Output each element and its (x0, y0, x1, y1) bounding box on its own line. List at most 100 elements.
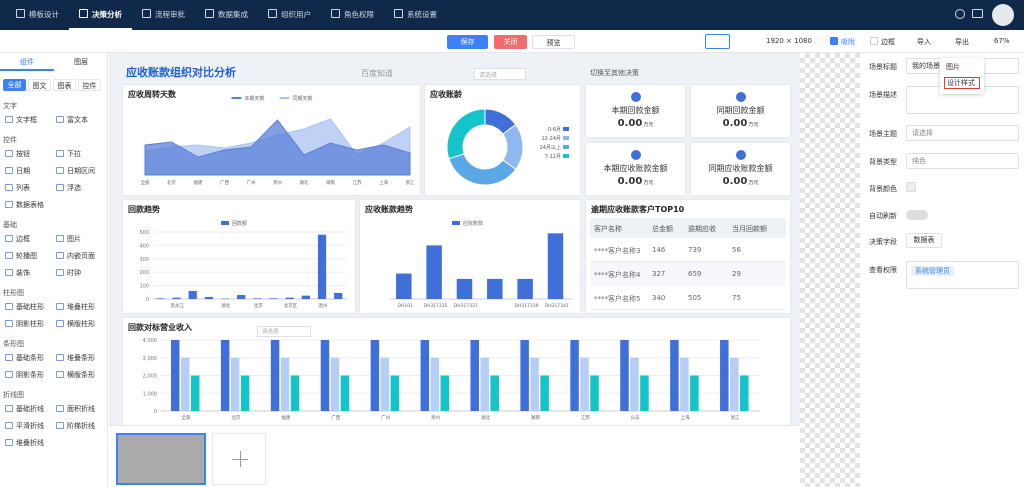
settings-icon[interactable] (955, 9, 965, 19)
component-icon (56, 269, 64, 276)
component-item[interactable]: 横版柱形 (67, 320, 95, 328)
component-icon (56, 422, 64, 429)
panel-tab[interactable]: 图层 (74, 58, 88, 66)
component-item[interactable]: 富文本 (67, 116, 88, 124)
menu-item[interactable]: 图片 (946, 63, 960, 71)
field-label: 自动刷新 (869, 212, 897, 220)
component-item[interactable]: 阴影条形 (16, 371, 44, 379)
save-button[interactable]: 保存 (447, 35, 488, 49)
field-input[interactable]: 请选择 (906, 125, 1019, 141)
nav-item[interactable]: 角色权限 (321, 0, 384, 30)
field-value: 纯色 (912, 157, 926, 165)
panel-tab[interactable]: 组件 (0, 57, 54, 71)
component-item[interactable]: 阴影柱形 (16, 320, 44, 328)
field-label: 场景主题 (869, 130, 897, 138)
context-menu: 图片 设计样式 (940, 58, 984, 94)
group-title: 柱形图 (3, 289, 24, 297)
component-icon (56, 405, 64, 412)
component-icon (5, 184, 13, 191)
filter-tab[interactable]: 图表 (53, 79, 76, 91)
component-icon (5, 371, 13, 378)
component-item[interactable]: 列表 (16, 184, 30, 192)
component-item[interactable]: 文字框 (16, 116, 37, 124)
component-item[interactable]: 日期 (16, 167, 30, 175)
import-button[interactable]: 导入 (917, 38, 931, 46)
component-item[interactable]: 轮播图 (16, 252, 37, 260)
component-item[interactable]: 堆叠柱形 (67, 303, 95, 311)
canvas-area (109, 53, 860, 425)
toolbar: 保存 关闭 预览 1920 × 1080 吸附 边框 导入 导出 67% (0, 30, 1024, 53)
component-item[interactable]: 横版条形 (67, 371, 95, 379)
avatar[interactable] (992, 4, 1014, 26)
component-icon (5, 167, 13, 174)
component-icon (56, 371, 64, 378)
group-title: 文字 (3, 102, 17, 110)
toggle[interactable] (906, 210, 928, 220)
filter-tab[interactable]: 控件 (78, 79, 101, 91)
field-label: 决策字段 (869, 238, 897, 246)
field-label: 场景描述 (869, 91, 897, 99)
zoom[interactable]: 67% (994, 37, 1010, 45)
component-icon (5, 422, 13, 429)
component-item[interactable]: 面积折线 (67, 405, 95, 413)
component-icon (56, 303, 64, 310)
component-panel: 组件 图层 全部 图文 图表 控件 文字 文字框 富文本 控件 按钮 下拉 日期 日期区间 列表 浮选 数据表格… (0, 53, 108, 487)
component-item[interactable]: 堆叠折线 (16, 439, 44, 447)
component-icon (56, 252, 64, 259)
component-icon (56, 354, 64, 361)
snap-checkbox[interactable] (830, 37, 838, 45)
component-item[interactable]: 数据表格 (16, 201, 44, 209)
field-label: 查看权限 (869, 266, 897, 274)
filter-tab[interactable]: 图文 (28, 79, 51, 91)
component-icon (5, 235, 13, 242)
nav-item[interactable]: 流程审批 (132, 0, 195, 30)
desktop-view[interactable] (705, 34, 730, 49)
component-icon (5, 269, 13, 276)
filter-tab[interactable]: 全部 (3, 79, 26, 91)
component-item[interactable]: 时钟 (67, 269, 81, 277)
component-icon (5, 354, 13, 361)
component-item[interactable]: 堆叠条形 (67, 354, 95, 362)
nav-item[interactable]: 数据集成 (195, 0, 258, 30)
component-item[interactable]: 内嵌页面 (67, 252, 95, 260)
nav-item[interactable]: 组织用户 (258, 0, 321, 30)
nav-item[interactable]: 系统设置 (384, 0, 447, 30)
component-item[interactable]: 日期区间 (67, 167, 95, 175)
group-title: 条形图 (3, 340, 24, 348)
component-item[interactable]: 阶梯折线 (67, 422, 95, 430)
nav-item[interactable]: 决策分析 (69, 0, 132, 30)
component-item[interactable]: 图片 (67, 235, 81, 243)
component-item[interactable]: 按钮 (16, 150, 30, 158)
component-item[interactable]: 基础柱形 (16, 303, 44, 311)
component-item[interactable]: 下拉 (67, 150, 81, 158)
close-button[interactable]: 关闭 (494, 35, 527, 49)
field-input[interactable]: 纯色 (906, 153, 1019, 169)
component-item[interactable]: 浮选 (67, 184, 81, 192)
preview-button[interactable]: 预览 (532, 35, 575, 49)
component-item[interactable]: 基础折线 (16, 405, 44, 413)
property-panel: 场景标题 我的场景 场景描述 场景主题 请选择 背景类型 纯色 背景颜色 自动刷新 决策字段 数据表… (860, 53, 1024, 487)
group-title: 控件 (3, 136, 17, 144)
field-button[interactable]: 数据表 (906, 233, 942, 248)
component-icon (56, 116, 64, 123)
snap-label: 吸附 (841, 38, 855, 46)
message-icon[interactable] (972, 9, 983, 18)
component-item[interactable]: 边框 (16, 235, 30, 243)
component-item[interactable]: 基础条形 (16, 354, 44, 362)
component-item[interactable]: 装饰 (16, 269, 30, 277)
nav-item[interactable]: 模板设计 (6, 0, 69, 30)
field-input[interactable]: 系统管理员 (906, 261, 1019, 289)
component-icon (56, 150, 64, 157)
mobile-view[interactable] (737, 34, 755, 49)
group-title: 折线图 (3, 391, 24, 399)
menu-item[interactable]: 设计样式 (944, 77, 980, 89)
color-swatch[interactable] (906, 182, 916, 192)
component-item[interactable]: 平滑折线 (16, 422, 44, 430)
export-button[interactable]: 导出 (955, 38, 969, 46)
add-page[interactable] (212, 433, 266, 485)
page-thumbnail[interactable] (116, 433, 206, 485)
border-checkbox[interactable] (870, 37, 878, 45)
top-nav: 模板设计 决策分析 流程审批 数据集成 组织用户 角色权限 系统设置 (0, 0, 1024, 30)
tag: 系统管理员 (911, 266, 954, 276)
component-icon (56, 235, 64, 242)
